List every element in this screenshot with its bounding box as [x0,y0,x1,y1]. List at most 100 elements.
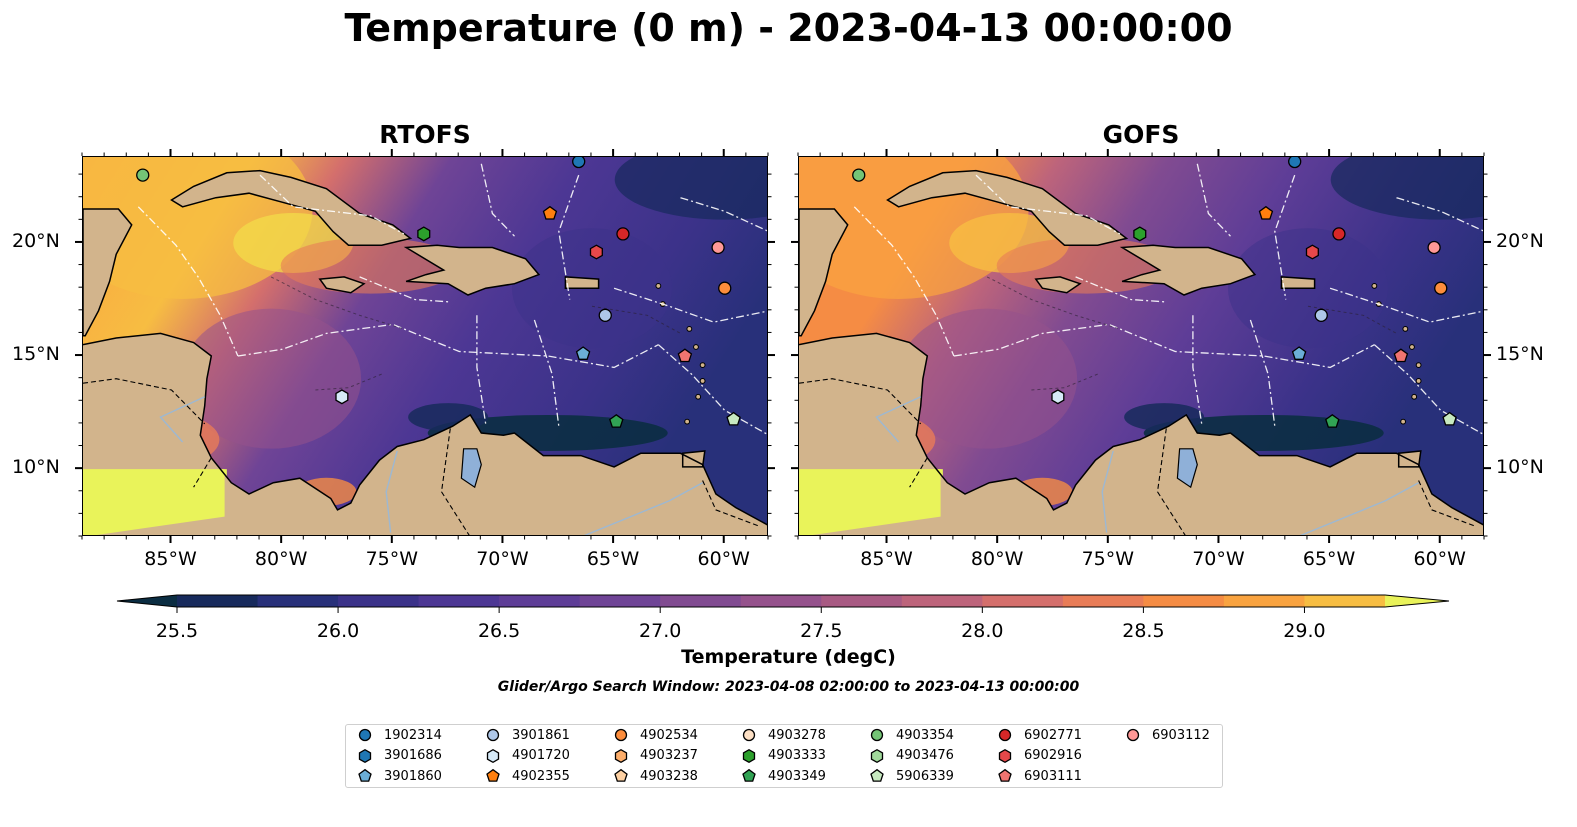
colorbar-bin [740,595,822,607]
float-marker-4901720 [335,389,349,405]
legend-entry: 4903333 [740,747,826,765]
legend-entry: 4903349 [740,767,826,785]
float-legend: 1902314 3901686 3901860 3901861 4901720 49023… [345,724,1223,788]
search-window-caption: Glider/Argo Search Window: 2023-04-08 02… [497,679,1080,695]
float-marker-4903333 [417,226,431,242]
legend-label: 4902534 [640,727,698,743]
float-marker-6903112 [1427,240,1441,255]
legend-marker-4903333 [742,748,756,763]
legend-marker-6903112 [1126,728,1140,742]
colorbar-tick-label: 27.5 [800,620,843,642]
legend-entry: 6903112 [1124,726,1210,744]
float-marker-4902355 [1258,205,1274,220]
float-marker-3901861 [598,308,612,322]
legend-entry: 4902534 [612,726,698,744]
circle-marker-icon [614,728,628,742]
colorbar-bin [177,595,259,607]
colorbar-under-arrow [117,595,177,607]
legend-entry: 6902916 [996,747,1082,765]
map-panel-rtofs [82,156,768,536]
legend-label: 5906339 [896,768,954,784]
legend-label: 6903112 [1152,727,1210,743]
hexagon-marker-icon [486,748,500,763]
pentagon-marker-icon [742,768,756,782]
legend-label: 4903354 [896,727,954,743]
legend-marker-4903354 [870,728,884,742]
colorbar-over-arrow [1385,595,1449,607]
lon-tick-label: 80°W [970,548,1024,570]
lon-tick-label: 70°W [476,548,529,570]
legend-marker-1902314 [358,728,372,742]
lon-tick-label: 80°W [254,548,308,570]
float-marker-3901861 [1314,308,1328,322]
float-marker-5906339 [726,411,741,426]
legend-label: 4902355 [512,768,570,784]
float-marker-4902534 [718,281,732,295]
axis-ticks [75,149,1491,543]
colorbar-bin [579,595,661,607]
hexagon-marker-icon [358,748,372,763]
legend-marker-3901686 [358,748,372,763]
float-marker-3901860 [575,346,591,360]
legend-marker-4902355 [486,768,500,782]
lon-tick-label: 65°W [586,548,640,570]
circle-marker-icon [742,728,756,742]
colorbar-label: Temperature (degC) [681,646,896,668]
legend-marker-4903237 [614,748,628,763]
legend-label: 6902771 [1024,727,1082,743]
legend-entry: 1902314 [356,726,442,744]
legend-entry: 3901686 [356,747,442,765]
hexagon-marker-icon [870,748,884,763]
legend-marker-3901860 [358,768,372,782]
legend-label: 4901720 [512,748,570,763]
float-marker-6902916 [589,244,603,260]
colorbar-tick-label: 26.5 [477,620,521,642]
legend-entry: 4903238 [612,767,698,785]
lat-tick-label: 20°N [12,229,60,252]
legend-marker-4903238 [614,768,628,782]
float-marker-6903111 [677,348,693,363]
legend-marker-4901720 [486,748,500,763]
legend-entry: 5906339 [868,767,954,785]
colorbar-bin [1223,595,1306,607]
lat-tick-label: 10°N [12,456,60,479]
colorbar-bin [982,595,1064,607]
legend-marker-5906339 [870,768,884,782]
lat-tick-label: 10°N [1496,456,1544,479]
hexagon-marker-icon [614,748,628,763]
float-marker-1902314 [1288,157,1302,169]
legend-entry: 3901860 [356,767,442,785]
legend-label: 4903278 [768,727,826,743]
colorbar-tick-label: 28.0 [961,620,1004,642]
legend-entry: 4901720 [484,747,570,765]
float-marker-4903349 [1325,413,1340,428]
pentagon-marker-icon [614,768,628,782]
colorbar-tick-labels: 25.5 26.0 26.5 27.0 27.5 28.0 28.5 29.0 [0,620,1577,644]
float-marker-6903112 [711,240,725,255]
lon-tick-label: 65°W [1302,548,1356,570]
legend-marker-4902534 [614,728,628,742]
circle-marker-icon [358,728,372,742]
legend-label: 4903349 [768,768,826,784]
legend-label: 4903476 [896,748,954,763]
legend-label: 6903111 [1024,768,1082,784]
colorbar-tick-label: 27.0 [639,620,682,642]
pentagon-marker-icon [870,768,884,782]
legend-label: 3901861 [512,727,570,743]
legend-label: 3901860 [384,768,442,784]
colorbar-tick-label: 29.0 [1283,620,1326,642]
lat-tick-label: 20°N [1496,229,1544,252]
legend-label: 4903238 [640,768,698,784]
float-marker-4903354 [852,168,866,182]
float-marker-4902355 [542,205,558,220]
pentagon-marker-icon [486,768,500,782]
legend-marker-6902771 [998,728,1012,742]
pentagon-marker-icon [358,768,372,782]
legend-marker-4903349 [742,768,756,782]
lon-tick-label: 70°W [1192,548,1245,570]
float-marker-4902534 [1434,281,1448,295]
figure-title: Temperature (0 m) - 2023-04-13 00:00:00 [344,6,1233,50]
legend-entry: 4902355 [484,767,570,785]
colorbar-bin [1304,595,1386,607]
panel-title-rtofs: RTOFS [379,120,471,149]
